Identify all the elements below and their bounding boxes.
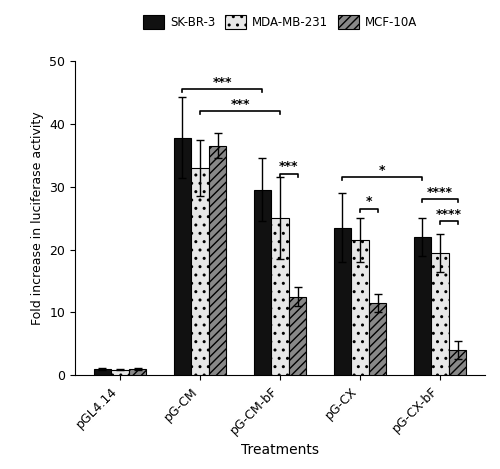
Bar bbox=[369, 303, 386, 375]
Bar bbox=[289, 297, 306, 375]
Text: ***: *** bbox=[230, 98, 250, 111]
Bar bbox=[129, 369, 146, 375]
Text: ****: **** bbox=[427, 186, 453, 198]
X-axis label: Treatments: Treatments bbox=[241, 443, 319, 457]
Bar bbox=[94, 369, 111, 375]
Y-axis label: Fold increase in luciferase activity: Fold increase in luciferase activity bbox=[30, 111, 44, 325]
Bar bbox=[174, 137, 191, 375]
Text: ****: **** bbox=[436, 208, 462, 220]
Legend: SK-BR-3, MDA-MB-231, MCF-10A: SK-BR-3, MDA-MB-231, MCF-10A bbox=[138, 10, 422, 34]
Text: *: * bbox=[379, 164, 386, 177]
Text: ***: *** bbox=[279, 160, 298, 174]
Bar bbox=[254, 190, 271, 375]
Bar bbox=[449, 350, 466, 375]
Bar bbox=[209, 146, 226, 375]
Bar bbox=[414, 237, 431, 375]
Bar bbox=[271, 218, 289, 375]
Bar bbox=[351, 240, 369, 375]
Bar bbox=[334, 227, 351, 375]
Text: *: * bbox=[366, 195, 372, 208]
Bar bbox=[431, 253, 449, 375]
Bar bbox=[191, 168, 209, 375]
Bar bbox=[111, 370, 129, 375]
Text: ***: *** bbox=[212, 76, 232, 89]
